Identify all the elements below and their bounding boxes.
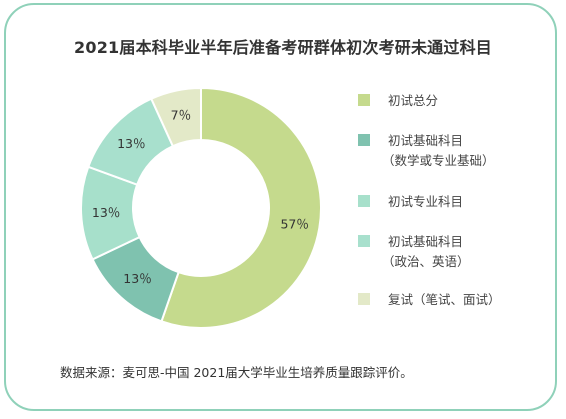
donut-slice-retest [149, 86, 202, 148]
legend-swatch-basic-politics [358, 235, 370, 247]
slice-value-label-retest: 7％ [171, 108, 191, 123]
legend-sublabel-basic-politics: （政治、英语） [382, 254, 470, 269]
legend-item-total-score: 初试总分 [358, 91, 438, 111]
legend-swatch-major [358, 195, 370, 207]
legend-swatch-total-score [358, 94, 370, 106]
legend-label-major: 初试专业科目 [388, 194, 464, 209]
legend-item-retest: 复试（笔试、面试） [358, 290, 501, 310]
slice-value-label-major: 13％ [92, 205, 120, 220]
legend-item-major: 初试专业科目 [358, 192, 463, 212]
slice-value-label-basic-math: 13％ [123, 271, 151, 286]
legend-swatch-basic-math [358, 134, 370, 146]
donut-slice-total-score [160, 86, 322, 329]
legend-swatch-retest [358, 293, 370, 305]
slice-value-label-total-score: 57％ [280, 216, 308, 231]
legend-label-retest: 复试（笔试、面试） [388, 292, 501, 307]
legend-label-basic-math: 初试基础科目 [388, 133, 464, 148]
data-source-note: 数据来源：麦可思-中国 2021届大学毕业生培养质量跟踪评价。 [60, 365, 413, 380]
legend-item-basic-math: 初试基础科目 （数学或专业基础） [358, 131, 495, 171]
legend-sublabel-basic-math: （数学或专业基础） [382, 153, 495, 168]
chart-title: 2021届本科毕业半年后准备考研群体初次考研未通过科目 [74, 38, 492, 57]
slice-value-label-basic-politics: 13％ [117, 136, 145, 151]
legend-label-total-score: 初试总分 [388, 93, 439, 108]
legend-item-basic-politics: 初试基础科目 （政治、英语） [358, 232, 470, 272]
legend-label-basic-politics: 初试基础科目 [388, 234, 464, 249]
